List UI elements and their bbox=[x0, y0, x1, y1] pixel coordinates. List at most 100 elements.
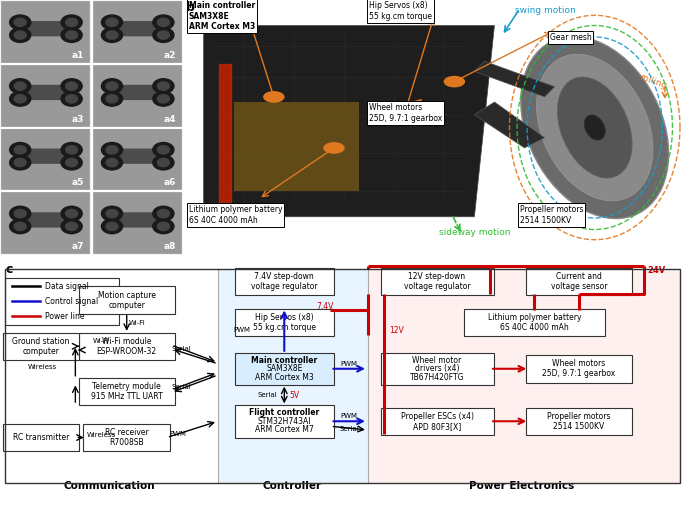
Circle shape bbox=[394, 110, 414, 120]
Text: sideway motion: sideway motion bbox=[438, 228, 510, 237]
Text: Power line: Power line bbox=[45, 312, 84, 321]
FancyBboxPatch shape bbox=[5, 278, 119, 325]
Text: 12V: 12V bbox=[389, 326, 404, 334]
Circle shape bbox=[101, 79, 123, 93]
Circle shape bbox=[10, 15, 31, 30]
Circle shape bbox=[445, 76, 464, 87]
FancyBboxPatch shape bbox=[14, 148, 77, 164]
Text: 7.4V step-down: 7.4V step-down bbox=[254, 272, 314, 281]
Circle shape bbox=[66, 222, 77, 230]
Circle shape bbox=[61, 155, 82, 170]
Text: Lithium polymer battery: Lithium polymer battery bbox=[488, 313, 581, 322]
Text: Wireless: Wireless bbox=[28, 364, 57, 370]
Text: drivers (x4): drivers (x4) bbox=[415, 364, 459, 373]
Circle shape bbox=[158, 31, 169, 39]
Text: RC transmitter: RC transmitter bbox=[13, 433, 69, 442]
Text: Current and: Current and bbox=[556, 272, 601, 281]
Text: Data signal: Data signal bbox=[45, 282, 88, 291]
Circle shape bbox=[106, 222, 118, 230]
FancyBboxPatch shape bbox=[106, 85, 169, 100]
Text: Wheel motor: Wheel motor bbox=[412, 356, 462, 365]
FancyBboxPatch shape bbox=[79, 332, 175, 360]
Circle shape bbox=[61, 206, 82, 221]
FancyBboxPatch shape bbox=[93, 65, 182, 127]
Text: voltage sensor: voltage sensor bbox=[551, 282, 607, 291]
FancyBboxPatch shape bbox=[234, 268, 334, 295]
Circle shape bbox=[264, 92, 284, 102]
Circle shape bbox=[61, 28, 82, 42]
FancyBboxPatch shape bbox=[234, 309, 334, 336]
Text: 55 kg.cm torque: 55 kg.cm torque bbox=[253, 323, 316, 332]
Circle shape bbox=[14, 159, 26, 167]
Text: Serial: Serial bbox=[172, 346, 191, 352]
Circle shape bbox=[10, 219, 31, 234]
Text: APD 80F3[X]: APD 80F3[X] bbox=[413, 422, 461, 431]
Circle shape bbox=[106, 94, 118, 103]
Circle shape bbox=[101, 91, 123, 106]
Text: swing motion: swing motion bbox=[514, 7, 575, 15]
Polygon shape bbox=[475, 102, 545, 148]
FancyBboxPatch shape bbox=[381, 408, 493, 435]
Circle shape bbox=[158, 82, 169, 90]
Text: Controller: Controller bbox=[263, 481, 322, 491]
FancyBboxPatch shape bbox=[368, 269, 680, 482]
FancyBboxPatch shape bbox=[234, 102, 359, 191]
FancyBboxPatch shape bbox=[1, 65, 90, 127]
Text: Serial: Serial bbox=[258, 392, 277, 398]
Text: PWM: PWM bbox=[340, 361, 358, 367]
Circle shape bbox=[106, 210, 118, 218]
Circle shape bbox=[101, 219, 123, 234]
Circle shape bbox=[153, 15, 174, 30]
FancyBboxPatch shape bbox=[525, 268, 632, 295]
Circle shape bbox=[66, 18, 77, 26]
Text: Communication: Communication bbox=[64, 481, 155, 491]
Text: Wireless: Wireless bbox=[87, 431, 116, 437]
FancyBboxPatch shape bbox=[381, 352, 493, 385]
Text: 7.4V: 7.4V bbox=[316, 302, 334, 311]
Polygon shape bbox=[475, 61, 555, 97]
FancyBboxPatch shape bbox=[3, 424, 79, 451]
Circle shape bbox=[61, 219, 82, 234]
Text: Wheel motors: Wheel motors bbox=[552, 359, 606, 368]
Circle shape bbox=[158, 94, 169, 103]
Text: PWM: PWM bbox=[340, 413, 358, 419]
FancyBboxPatch shape bbox=[525, 408, 632, 435]
FancyBboxPatch shape bbox=[218, 269, 368, 482]
Ellipse shape bbox=[536, 54, 653, 201]
Text: rolling: rolling bbox=[638, 73, 667, 91]
Circle shape bbox=[158, 159, 169, 167]
Circle shape bbox=[10, 28, 31, 42]
Circle shape bbox=[10, 79, 31, 93]
Text: a: a bbox=[3, 0, 11, 5]
Text: ARM Cortex M7: ARM Cortex M7 bbox=[255, 425, 314, 434]
Circle shape bbox=[66, 82, 77, 90]
Circle shape bbox=[10, 155, 31, 170]
Text: computer: computer bbox=[23, 347, 60, 356]
Polygon shape bbox=[203, 25, 495, 217]
FancyBboxPatch shape bbox=[79, 378, 175, 405]
Circle shape bbox=[61, 142, 82, 157]
Text: 6S 40C 4000 mAh: 6S 40C 4000 mAh bbox=[500, 323, 569, 332]
Circle shape bbox=[101, 206, 123, 221]
Text: Wi-Fi: Wi-Fi bbox=[129, 320, 145, 326]
Circle shape bbox=[14, 31, 26, 39]
FancyBboxPatch shape bbox=[464, 309, 605, 336]
FancyBboxPatch shape bbox=[234, 352, 334, 385]
Circle shape bbox=[61, 79, 82, 93]
Circle shape bbox=[101, 155, 123, 170]
FancyBboxPatch shape bbox=[1, 192, 90, 254]
Text: Power Electronics: Power Electronics bbox=[469, 481, 575, 491]
FancyBboxPatch shape bbox=[106, 148, 169, 164]
Text: voltage regulator: voltage regulator bbox=[251, 282, 318, 291]
Circle shape bbox=[66, 145, 77, 154]
Circle shape bbox=[61, 91, 82, 106]
FancyBboxPatch shape bbox=[14, 212, 77, 228]
FancyBboxPatch shape bbox=[525, 355, 632, 382]
Circle shape bbox=[14, 18, 26, 26]
Text: 25D, 9.7:1 gearbox: 25D, 9.7:1 gearbox bbox=[543, 369, 615, 378]
Circle shape bbox=[10, 142, 31, 157]
FancyBboxPatch shape bbox=[14, 85, 77, 100]
Text: TB67H420FTG: TB67H420FTG bbox=[410, 373, 464, 382]
Text: Telemetry module: Telemetry module bbox=[92, 382, 161, 391]
Circle shape bbox=[66, 159, 77, 167]
